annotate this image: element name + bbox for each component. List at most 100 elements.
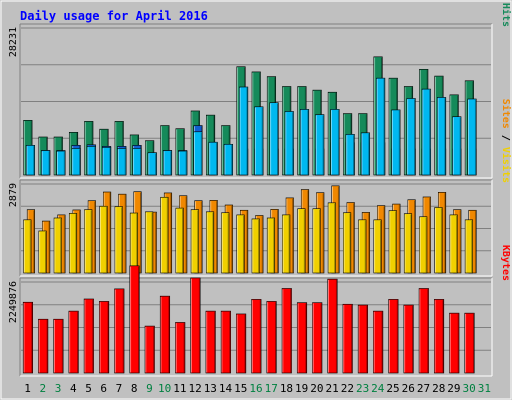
bar-pages: [193, 131, 203, 176]
bar-visits: [266, 217, 276, 274]
day-label: 8: [131, 382, 138, 395]
bar-kbytes: [403, 304, 414, 374]
bar-pages: [162, 150, 173, 176]
bar-kbytes: [433, 299, 445, 374]
day-label: 5: [85, 382, 92, 395]
bar-visits: [282, 214, 291, 274]
day-label: 16: [249, 382, 262, 395]
day-label: 19: [295, 382, 308, 395]
bar-visits: [160, 196, 169, 274]
bar-pages: [254, 106, 264, 176]
bar-kbytes: [83, 298, 94, 374]
bar-visits: [68, 213, 78, 274]
bar-visits: [145, 211, 154, 274]
bar-pages: [299, 109, 310, 176]
legend-entry: Visits: [500, 147, 512, 183]
legend-entry: /: [500, 129, 511, 147]
day-label: 26: [402, 382, 415, 395]
bar-visits: [419, 216, 428, 274]
bar-visits: [358, 219, 367, 274]
bar-visits: [23, 219, 32, 274]
chart-title: Daily usage for April 2016: [20, 9, 208, 23]
bar-pages: [360, 132, 370, 176]
day-label: 14: [219, 382, 233, 395]
bar-visits: [206, 211, 215, 274]
bar-visits: [434, 207, 443, 274]
day-label: 7: [116, 382, 123, 395]
bar-visits: [343, 212, 352, 274]
bar-pages: [223, 143, 233, 176]
legend-entry: Sites: [500, 99, 512, 129]
bar-pages: [330, 109, 340, 176]
panel-legend: KBytes: [500, 245, 511, 281]
bar-pages: [406, 98, 416, 176]
day-label: 24: [371, 382, 385, 395]
bar-visits: [99, 205, 108, 274]
bar-visits: [297, 208, 306, 274]
bar-kbytes: [464, 312, 475, 374]
bar-pages: [269, 102, 279, 176]
bar-pages: [284, 111, 294, 176]
day-label: 17: [265, 382, 278, 395]
bar-kbytes: [418, 288, 429, 374]
day-label: 31: [478, 382, 491, 395]
bar-pages: [132, 148, 142, 176]
bar-kbytes: [296, 302, 308, 374]
bar-pages: [345, 134, 355, 176]
bar-kbytes: [373, 310, 384, 374]
y-max-label: 28231: [8, 27, 19, 57]
bar-kbytes: [388, 299, 399, 374]
bar-kbytes: [220, 310, 231, 374]
bar-pages: [376, 77, 386, 176]
day-label: 10: [158, 382, 171, 395]
bar-pages: [147, 152, 157, 176]
bar-pages: [178, 150, 188, 176]
bar-kbytes: [205, 310, 216, 374]
panel-legend: Sites / Visits: [500, 99, 512, 183]
bar-visits: [388, 210, 397, 274]
bar-kbytes: [266, 301, 277, 374]
legend-entry: Hits: [500, 3, 512, 27]
bar-kbytes: [53, 318, 64, 374]
bar-visits: [129, 212, 138, 274]
bar-pages: [41, 150, 51, 176]
bar-pages: [452, 116, 462, 176]
day-label: 23: [356, 382, 369, 395]
bar-visits: [464, 219, 473, 274]
day-label: 11: [173, 382, 186, 395]
bar-visits: [312, 208, 321, 274]
day-label: 18: [280, 382, 293, 395]
day-label: 13: [204, 382, 217, 395]
bar-visits: [327, 202, 336, 274]
bar-pages: [71, 148, 81, 176]
bar-kbytes: [38, 318, 49, 374]
panel-legend: Pages / Files / Hits: [500, 0, 512, 27]
bar-kbytes: [281, 288, 292, 374]
y-max-label: 2249876: [8, 281, 19, 323]
day-label: 3: [55, 382, 62, 395]
bar-kbytes: [68, 310, 79, 374]
day-label: 1: [24, 382, 31, 395]
day-label: 22: [341, 382, 354, 395]
day-label: 20: [310, 382, 323, 395]
bar-visits: [53, 217, 62, 274]
bar-pages: [467, 98, 477, 176]
bar-kbytes: [175, 322, 186, 374]
bar-kbytes: [312, 302, 323, 374]
bar-kbytes: [251, 299, 262, 374]
bar-kbytes: [114, 288, 125, 374]
bar-kbytes: [99, 301, 110, 374]
bar-visits: [114, 206, 123, 274]
legend-entry: KBytes: [500, 245, 511, 281]
bar-pages: [208, 141, 218, 176]
bar-pages: [25, 145, 36, 176]
day-label: 6: [100, 382, 107, 395]
bar-pages: [421, 88, 431, 176]
bar-pages: [56, 150, 66, 176]
bar-visits: [190, 209, 199, 274]
bar-pages: [86, 146, 96, 176]
y-max-label: 2879: [8, 183, 19, 207]
